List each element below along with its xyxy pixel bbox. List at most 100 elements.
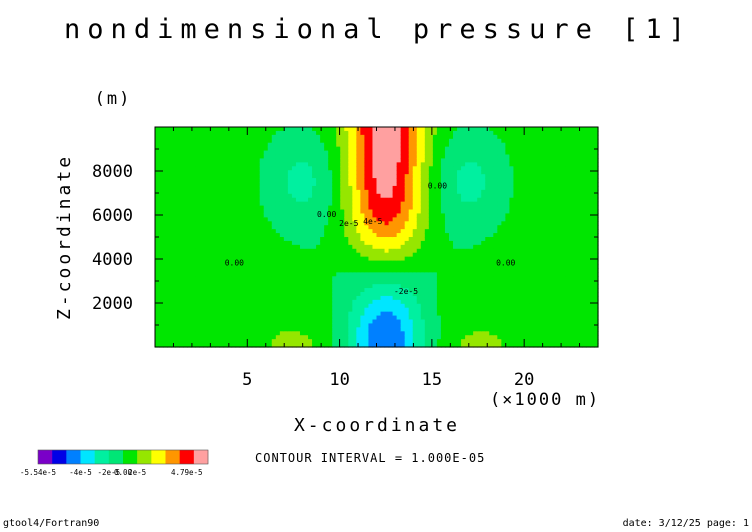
- contour-cell: [348, 205, 353, 211]
- contour-cell: [320, 256, 325, 262]
- contour-cell: [267, 170, 273, 175]
- contour-cell: [453, 292, 458, 297]
- contour-cell: [344, 127, 349, 132]
- contour-cell: [215, 268, 221, 273]
- contour-cell: [191, 327, 196, 332]
- contour-cell: [251, 299, 257, 305]
- contour-cell: [424, 237, 430, 242]
- contour-cell: [243, 193, 249, 199]
- contour-cell: [416, 146, 422, 152]
- contour-cell: [440, 150, 446, 156]
- contour-cell: [448, 335, 454, 340]
- contour-cell: [356, 237, 361, 242]
- contour-cell: [356, 264, 361, 270]
- contour-cell: [179, 229, 184, 234]
- contour-cell: [312, 339, 317, 344]
- contour-cell: [380, 213, 386, 218]
- contour-cell: [203, 339, 208, 344]
- contour-cell: [163, 233, 168, 238]
- contour-cell: [155, 248, 160, 254]
- contour-cell: [219, 213, 225, 218]
- contour-cell: [255, 150, 261, 156]
- contour-cell: [485, 174, 490, 179]
- contour-cell: [505, 166, 510, 171]
- contour-cell: [271, 162, 277, 167]
- contour-cell: [509, 178, 515, 183]
- contour-cell: [448, 150, 454, 156]
- contour-cell: [384, 193, 390, 199]
- contour-cell: [223, 154, 229, 160]
- contour-cell: [344, 174, 349, 179]
- contour-cell: [163, 319, 168, 325]
- contour-cell: [267, 189, 273, 195]
- contour-cell: [497, 130, 502, 136]
- contour-cell: [295, 209, 301, 215]
- contour-cell: [416, 248, 422, 254]
- contour-cell: [448, 221, 454, 226]
- contour-cell: [291, 138, 297, 144]
- contour-cell: [501, 248, 506, 254]
- contour-cell: [513, 166, 519, 171]
- contour-cell: [485, 237, 490, 242]
- contour-cell: [416, 323, 422, 328]
- contour-cell: [211, 303, 217, 309]
- contour-cell: [171, 229, 176, 234]
- contour-cell: [304, 299, 309, 305]
- contour-cell: [509, 237, 515, 242]
- contour-cell: [340, 130, 345, 136]
- contour-cell: [469, 197, 474, 203]
- contour-cell: [283, 193, 289, 199]
- contour-cell: [295, 170, 301, 175]
- contour-cell: [509, 252, 515, 258]
- contour-cell: [235, 240, 241, 246]
- contour-cell: [420, 331, 426, 336]
- contour-cell: [283, 138, 289, 144]
- contour-cell: [295, 142, 301, 148]
- contour-cell: [420, 217, 426, 222]
- contour-cell: [275, 252, 281, 258]
- contour-cell: [227, 323, 233, 328]
- contour-cell: [251, 158, 257, 163]
- contour-cell: [223, 138, 229, 144]
- contour-cell: [312, 229, 317, 234]
- contour-cell: [465, 162, 470, 167]
- contour-cell: [412, 252, 418, 258]
- contour-cell: [481, 217, 486, 222]
- contour-cell: [412, 138, 418, 144]
- contour-cell: [481, 205, 486, 211]
- contour-cell: [384, 272, 390, 277]
- contour-cell: [255, 303, 261, 309]
- contour-cell: [368, 244, 374, 250]
- contour-cell: [231, 185, 237, 191]
- contour-cell: [364, 217, 370, 222]
- contour-cell: [420, 260, 426, 266]
- contour-cell: [175, 260, 180, 266]
- contour-cell: [420, 248, 426, 254]
- contour-cell: [448, 162, 454, 167]
- contour-cell: [481, 170, 486, 175]
- contour-cell: [179, 217, 184, 222]
- contour-cell: [505, 280, 510, 285]
- contour-cell: [348, 174, 353, 179]
- contour-cell: [239, 193, 245, 199]
- contour-cell: [336, 130, 341, 136]
- contour-cell: [263, 252, 269, 258]
- contour-cell: [155, 319, 160, 325]
- contour-cell: [235, 264, 241, 270]
- contour-cell: [207, 256, 212, 262]
- contour-cell: [175, 284, 180, 289]
- contour-cell: [255, 343, 261, 348]
- contour-cell: [392, 213, 398, 218]
- contour-cell: [380, 299, 386, 305]
- contour-cell: [340, 150, 345, 156]
- contour-cell: [348, 327, 353, 332]
- contour-cell: [493, 166, 498, 171]
- contour-cell: [167, 193, 172, 199]
- contour-cell: [344, 233, 349, 238]
- contour-cell: [155, 193, 160, 199]
- contour-cell: [388, 229, 394, 234]
- contour-cell: [509, 162, 515, 167]
- contour-cell: [396, 343, 402, 348]
- contour-cell: [356, 284, 361, 289]
- contour-cell: [275, 162, 281, 167]
